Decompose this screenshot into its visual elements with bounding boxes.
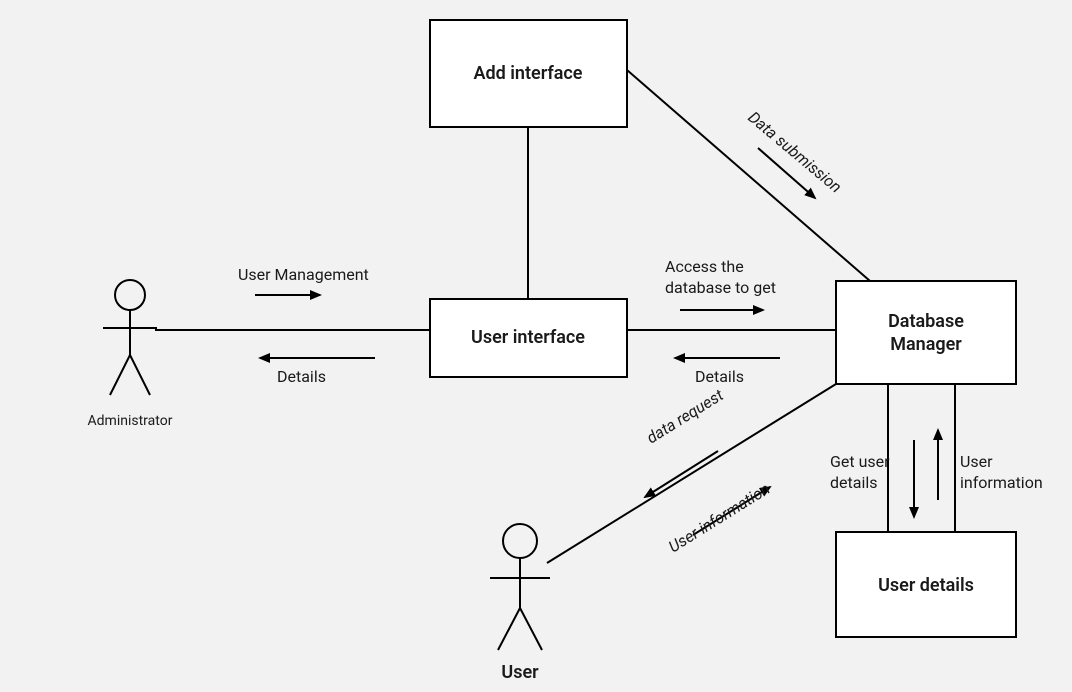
actor-user: User [490, 524, 550, 683]
node-user-interface: User interface [430, 299, 627, 377]
label-user-info-diag: User information [665, 479, 773, 556]
label-get-user-details-1: Get user [830, 452, 890, 471]
actor-administrator-label: Administrator [88, 413, 173, 429]
node-database-manager-label2: Manager [890, 334, 962, 355]
node-add-interface-label: Add interface [474, 63, 583, 84]
label-user-info-up-2: information [960, 473, 1043, 492]
node-database-manager-label1: Database [888, 311, 964, 332]
node-user-details: User details [836, 532, 1016, 637]
label-data-request: data request [643, 385, 727, 448]
node-database-manager: Database Manager [836, 281, 1016, 384]
label-user-management: User Management [238, 265, 369, 284]
node-add-interface: Add interface [430, 20, 627, 127]
label-details-admin: Details [277, 367, 326, 386]
arrow-data-request [645, 451, 718, 497]
system-diagram: Add interface User interface Database Ma… [0, 0, 1072, 692]
label-access-db-1: Access the [665, 257, 744, 276]
actor-user-label: User [501, 662, 539, 683]
label-access-db-2: database to get [665, 278, 776, 297]
label-get-user-details-2: details [830, 473, 877, 492]
node-user-details-label: User details [878, 575, 974, 596]
label-details-db: Details [695, 367, 744, 386]
label-data-submission: Data submission [744, 108, 845, 197]
label-user-info-up-1: User [960, 452, 993, 471]
node-user-interface-label: User interface [471, 327, 585, 348]
actor-administrator: Administrator [88, 280, 173, 429]
